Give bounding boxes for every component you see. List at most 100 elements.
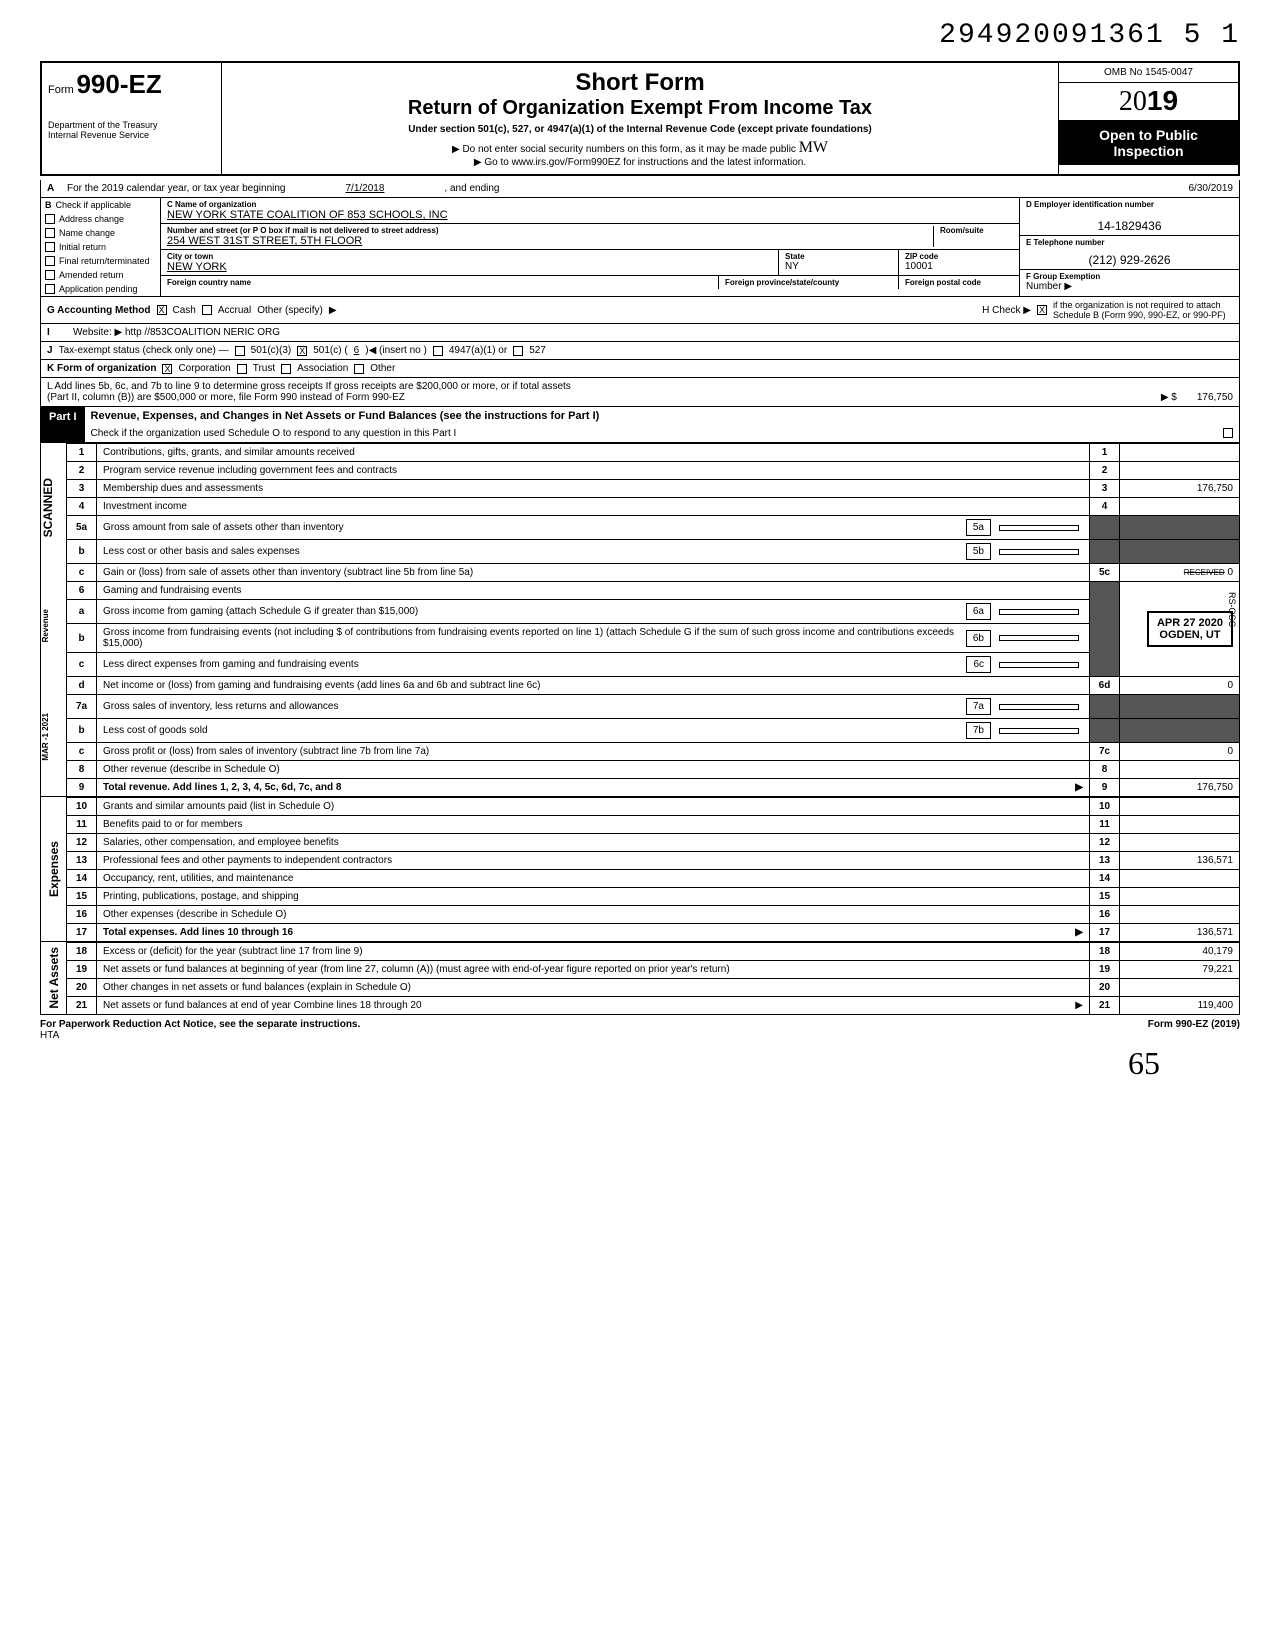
- footer-form: Form 990-EZ (2019): [1148, 1019, 1240, 1041]
- line-num-1: 1: [67, 444, 97, 462]
- side-revenue: Revenue: [41, 609, 66, 642]
- checkbox-schedule-o[interactable]: [1223, 428, 1233, 438]
- line-sub-6c: 6c: [966, 656, 991, 673]
- checkbox-h[interactable]: [1037, 305, 1047, 315]
- checkbox-cash[interactable]: [157, 305, 167, 315]
- line-val-15: [1120, 888, 1240, 906]
- line-num-7c: c: [67, 743, 97, 761]
- line-num-6d: d: [67, 677, 97, 695]
- line-box-5c: 5c: [1090, 564, 1120, 582]
- j-tax: Tax-exempt status (check only one) —: [59, 345, 229, 356]
- table-row: 21Net assets or fund balances at end of …: [67, 997, 1240, 1015]
- line-num-11: 11: [67, 816, 97, 834]
- line-desc-11: Benefits paid to or for members: [97, 816, 1090, 834]
- checkbox-app[interactable]: [45, 284, 55, 294]
- title-short: Short Form: [228, 69, 1052, 97]
- table-row: 20Other changes in net assets or fund ba…: [67, 979, 1240, 997]
- line-text-6a: Gross income from gaming (attach Schedul…: [103, 606, 962, 617]
- j-insert: 6: [354, 345, 360, 356]
- line-a-end: 6/30/2019: [1189, 183, 1234, 194]
- checkbox-501c[interactable]: [297, 346, 307, 356]
- b-app: Application pending: [59, 284, 138, 294]
- j-label: J: [47, 345, 53, 356]
- d-label: D Employer identification number: [1026, 200, 1233, 209]
- line-num-14: 14: [67, 870, 97, 888]
- under-section: Under section 501(c), 527, or 4947(a)(1)…: [228, 124, 1052, 135]
- row-g: G Accounting Method Cash Accrual Other (…: [40, 297, 1240, 324]
- line-sub-7a: 7a: [966, 698, 991, 715]
- expenses-table: 10Grants and similar amounts paid (list …: [66, 797, 1240, 942]
- part1-header-row: Part I Revenue, Expenses, and Changes in…: [40, 407, 1240, 443]
- line-num-5c: c: [67, 564, 97, 582]
- form-header-left: Form 990-EZ Department of the Treasury I…: [42, 63, 222, 174]
- l-value: 176,750: [1197, 392, 1233, 403]
- checkbox-address[interactable]: [45, 214, 55, 224]
- col-b-center: C Name of organization NEW YORK STATE CO…: [161, 198, 1019, 296]
- form-header-right: OMB No 1545-0047 2019 Open to Public Ins…: [1058, 63, 1238, 174]
- line-arrow-17: ▶: [1075, 927, 1083, 938]
- line-val-4: [1120, 498, 1240, 516]
- table-row: 9Total revenue. Add lines 1, 2, 3, 4, 5c…: [67, 779, 1240, 797]
- table-row: bLess cost or other basis and sales expe…: [67, 540, 1240, 564]
- checkbox-other[interactable]: [354, 364, 364, 374]
- line-box-20: 20: [1090, 979, 1120, 997]
- line-sub-6a: 6a: [966, 603, 991, 620]
- k-assoc: Association: [297, 363, 348, 374]
- line-desc-6: Gaming and fundraising events: [97, 582, 1090, 600]
- checkbox-assoc[interactable]: [281, 364, 291, 374]
- j-insert-label: )◀ (insert no ): [365, 345, 427, 356]
- checkbox-initial[interactable]: [45, 242, 55, 252]
- line-num-7a: 7a: [67, 695, 97, 719]
- l-text2: (Part II, column (B)) are $500,000 or mo…: [47, 392, 571, 403]
- table-row: 15Printing, publications, postage, and s…: [67, 888, 1240, 906]
- table-row: 18Excess or (deficit) for the year (subt…: [67, 943, 1240, 961]
- checkbox-501c3[interactable]: [235, 346, 245, 356]
- line-a-label: A: [47, 183, 67, 194]
- line-desc-9: Total revenue. Add lines 1, 2, 3, 4, 5c,…: [97, 779, 1090, 797]
- line-num-16: 16: [67, 906, 97, 924]
- col-b-left: B Check if applicable Address change Nam…: [41, 198, 161, 296]
- table-row: dNet income or (loss) from gaming and fu…: [67, 677, 1240, 695]
- line-desc-17: Total expenses. Add lines 10 through 16 …: [97, 924, 1090, 942]
- footer-hta: HTA: [40, 1030, 59, 1041]
- b-initial: Initial return: [59, 242, 106, 252]
- line-desc-20: Other changes in net assets or fund bala…: [97, 979, 1090, 997]
- open-public-1: Open to Public: [1065, 127, 1232, 143]
- checkbox-amended[interactable]: [45, 270, 55, 280]
- line-sub-5b: 5b: [966, 543, 991, 560]
- checkbox-4947[interactable]: [433, 346, 443, 356]
- line-box-19: 19: [1090, 961, 1120, 979]
- line-num-6c: c: [67, 653, 97, 677]
- line-val-9: 176,750: [1120, 779, 1240, 797]
- line-text-6b: Gross income from fundraising events (no…: [103, 627, 962, 649]
- checkbox-accrual[interactable]: [202, 305, 212, 315]
- line-desc-18: Excess or (deficit) for the year (subtra…: [97, 943, 1090, 961]
- checkbox-corp[interactable]: [162, 364, 172, 374]
- checkbox-name[interactable]: [45, 228, 55, 238]
- line-box-6-shaded: [1090, 582, 1120, 677]
- c-city-label: City or town: [167, 252, 772, 261]
- j-527: 527: [529, 345, 546, 356]
- line-a-text: For the 2019 calendar year, or tax year …: [67, 183, 285, 194]
- line-a-begin: 7/1/2018: [345, 183, 384, 194]
- line-box-11: 11: [1090, 816, 1120, 834]
- line-arrow-21: ▶: [1075, 1000, 1083, 1011]
- l-text1: L Add lines 5b, 6c, and 7b to line 9 to …: [47, 381, 571, 392]
- line-desc-7b: Less cost of goods sold7b: [97, 719, 1090, 743]
- goto-text: Go to www.irs.gov/Form990EZ for instruct…: [484, 157, 806, 168]
- g-cash: Cash: [173, 305, 196, 316]
- line-num-4: 4: [67, 498, 97, 516]
- c-label: C Name of organization: [167, 200, 1013, 209]
- table-row: cGain or (loss) from sale of assets othe…: [67, 564, 1240, 582]
- table-row: 14Occupancy, rent, utilities, and mainte…: [67, 870, 1240, 888]
- table-row: 17Total expenses. Add lines 10 through 1…: [67, 924, 1240, 942]
- g-other: Other (specify): [257, 305, 323, 316]
- ssn-warning: Do not enter social security numbers on …: [462, 144, 795, 155]
- line-val-3: 176,750: [1120, 480, 1240, 498]
- line-val-11: [1120, 816, 1240, 834]
- checkbox-trust[interactable]: [237, 364, 247, 374]
- checkbox-final[interactable]: [45, 256, 55, 266]
- open-public-2: Inspection: [1065, 143, 1232, 159]
- checkbox-527[interactable]: [513, 346, 523, 356]
- line-num-21: 21: [67, 997, 97, 1015]
